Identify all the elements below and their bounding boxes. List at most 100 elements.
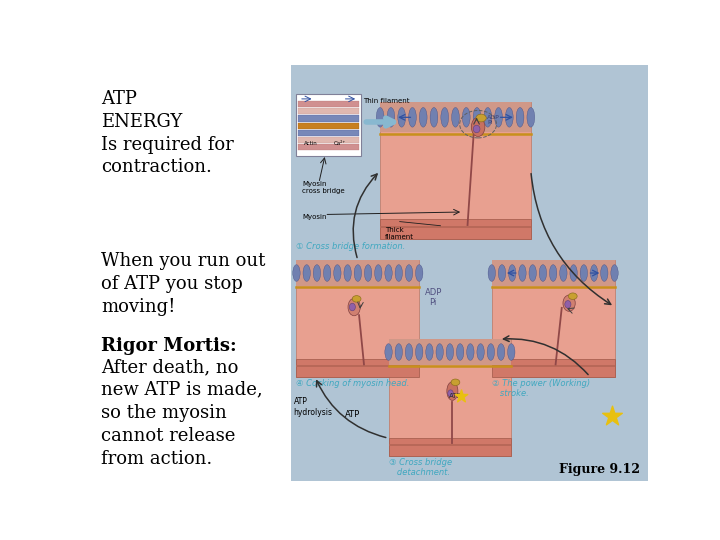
Bar (389, 438, 511, 456)
Bar (492, 365, 615, 367)
Ellipse shape (426, 344, 433, 360)
Ellipse shape (415, 265, 423, 281)
Ellipse shape (387, 107, 395, 127)
Ellipse shape (563, 295, 575, 312)
Text: ① Cross bridge formation.: ① Cross bridge formation. (297, 241, 405, 251)
Ellipse shape (313, 265, 320, 281)
Ellipse shape (374, 265, 382, 281)
Point (455, 392, 467, 400)
Ellipse shape (564, 301, 571, 308)
Bar (492, 260, 615, 377)
Bar (492, 260, 615, 286)
Bar (297, 365, 419, 367)
Ellipse shape (495, 107, 503, 127)
Ellipse shape (498, 265, 505, 281)
Ellipse shape (508, 265, 516, 281)
Ellipse shape (600, 265, 608, 281)
Point (606, 412, 618, 421)
Ellipse shape (559, 265, 567, 281)
Ellipse shape (395, 344, 402, 360)
Ellipse shape (448, 390, 454, 397)
Text: ③ Cross bridge
   detachment.: ③ Cross bridge detachment. (389, 458, 451, 477)
Text: Thick
filament: Thick filament (384, 227, 414, 240)
Text: ② The power (Working)
   stroke.: ② The power (Working) stroke. (492, 379, 590, 398)
Text: Thin filament: Thin filament (363, 98, 410, 104)
Text: ADP
Pi: ADP Pi (425, 288, 442, 307)
Ellipse shape (508, 344, 515, 360)
Bar (298, 130, 359, 136)
Text: Ca²⁺: Ca²⁺ (333, 141, 346, 146)
Text: Figure 9.12: Figure 9.12 (559, 463, 639, 476)
Ellipse shape (430, 107, 438, 127)
Bar (389, 339, 511, 456)
Bar (380, 226, 531, 228)
Bar (297, 260, 419, 377)
Bar (298, 144, 359, 150)
Ellipse shape (467, 344, 474, 360)
Ellipse shape (529, 265, 536, 281)
Text: ATP
ENERGY
Is required for
contraction.: ATP ENERGY Is required for contraction. (101, 90, 234, 177)
Circle shape (568, 293, 577, 300)
Ellipse shape (473, 125, 480, 133)
Ellipse shape (398, 107, 405, 127)
Text: ATP: ATP (449, 393, 461, 400)
Bar (90, 65, 291, 481)
Ellipse shape (441, 107, 449, 127)
Ellipse shape (611, 265, 618, 281)
Bar (297, 359, 419, 377)
Ellipse shape (303, 265, 310, 281)
Ellipse shape (590, 265, 598, 281)
Ellipse shape (446, 344, 454, 360)
Ellipse shape (385, 344, 392, 360)
Ellipse shape (377, 107, 384, 127)
Ellipse shape (516, 107, 524, 127)
Ellipse shape (436, 344, 444, 360)
Circle shape (451, 379, 460, 386)
Ellipse shape (539, 265, 546, 281)
Ellipse shape (323, 265, 330, 281)
Ellipse shape (349, 303, 356, 311)
Ellipse shape (451, 107, 459, 127)
Bar (297, 94, 361, 156)
Text: ATP
hydrolysis: ATP hydrolysis (294, 397, 333, 417)
Ellipse shape (405, 265, 413, 281)
Bar (298, 101, 359, 107)
Text: Rigor Mortis:: Rigor Mortis: (101, 337, 237, 355)
Bar (298, 137, 359, 143)
Circle shape (352, 295, 361, 302)
Ellipse shape (484, 107, 492, 127)
Ellipse shape (498, 344, 505, 360)
Bar (380, 102, 531, 239)
Ellipse shape (488, 265, 495, 281)
Ellipse shape (462, 107, 470, 127)
Ellipse shape (385, 265, 392, 281)
Bar (298, 109, 359, 114)
Bar (380, 219, 531, 239)
Bar (389, 444, 511, 446)
Ellipse shape (405, 344, 413, 360)
Bar (380, 102, 531, 132)
Ellipse shape (456, 344, 464, 360)
Ellipse shape (527, 107, 535, 127)
Text: ④ Cocking of myosin head.: ④ Cocking of myosin head. (297, 379, 410, 388)
Ellipse shape (344, 265, 351, 281)
Ellipse shape (354, 265, 361, 281)
Bar (297, 260, 419, 286)
Text: When you run out
of ATP you stop
moving!: When you run out of ATP you stop moving! (101, 252, 266, 316)
Ellipse shape (472, 117, 485, 137)
Ellipse shape (419, 107, 427, 127)
Ellipse shape (549, 265, 557, 281)
Bar (298, 116, 359, 122)
Bar (291, 65, 648, 481)
Ellipse shape (364, 265, 372, 281)
Ellipse shape (408, 107, 416, 127)
Ellipse shape (348, 298, 360, 316)
Bar (389, 339, 511, 365)
Ellipse shape (447, 382, 458, 400)
Ellipse shape (580, 265, 588, 281)
Text: ADP
Pi: ADP Pi (487, 114, 500, 125)
Circle shape (476, 114, 486, 122)
Bar (492, 359, 615, 377)
Text: Actin: Actin (304, 141, 318, 146)
Text: Myosin
cross bridge: Myosin cross bridge (302, 181, 345, 194)
